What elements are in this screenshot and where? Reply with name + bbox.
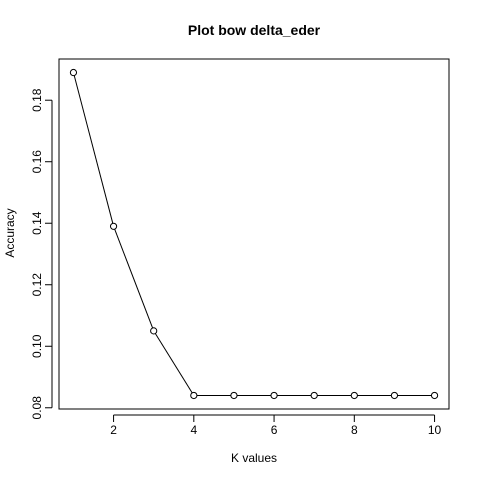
y-tick-label: 0.14 — [30, 211, 44, 235]
x-tick-label: 4 — [190, 423, 197, 437]
x-tick-label: 10 — [428, 423, 442, 437]
y-tick-label: 0.18 — [30, 88, 44, 112]
data-point — [391, 392, 397, 398]
series-line-segment — [115, 229, 153, 328]
x-tick-label: 6 — [271, 423, 278, 437]
data-point — [231, 392, 237, 398]
series-layer — [70, 69, 437, 398]
series-line-segment — [74, 76, 113, 224]
x-tick-label: 8 — [351, 423, 358, 437]
x-axis: 2 4 6 8 10 — [110, 415, 441, 437]
data-point — [271, 392, 277, 398]
y-axis-label: Accuracy — [3, 208, 17, 257]
data-point — [311, 392, 317, 398]
x-axis-label: K values — [231, 451, 277, 465]
series-line-segment — [155, 334, 192, 393]
plot-frame — [59, 59, 449, 409]
y-axis: 0.08 0.10 0.12 0.14 0.16 0.18 — [30, 88, 52, 419]
data-point — [191, 392, 197, 398]
y-tick-label: 0.16 — [30, 150, 44, 174]
data-point — [151, 328, 157, 334]
y-tick-label: 0.08 — [30, 396, 44, 420]
x-tick-label: 2 — [110, 423, 117, 437]
data-point — [431, 392, 437, 398]
data-point — [110, 223, 116, 229]
chart-title: Plot bow delta_eder — [188, 22, 321, 38]
y-tick-label: 0.10 — [30, 334, 44, 358]
data-point — [70, 69, 76, 75]
data-point — [351, 392, 357, 398]
y-tick-label: 0.12 — [30, 273, 44, 297]
